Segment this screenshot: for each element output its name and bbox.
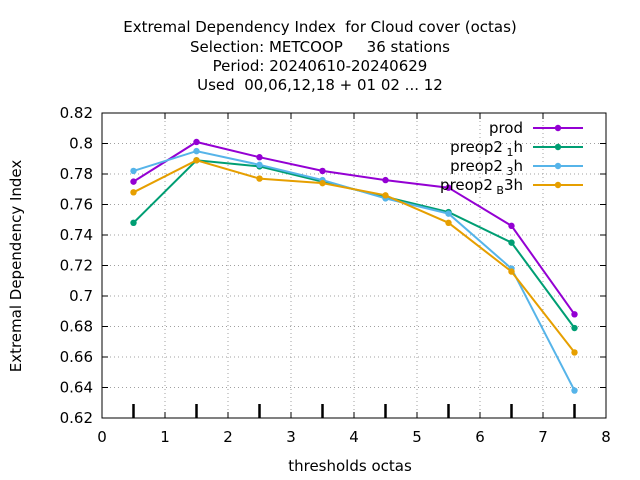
data-point (508, 239, 515, 246)
title-line-1: Extremal Dependency Index for Cloud cove… (123, 18, 517, 36)
data-point (382, 192, 389, 199)
data-point (193, 157, 200, 164)
y-tick-label: 0.78 (60, 165, 93, 183)
title-line-3: Period: 20240610-20240629 (212, 57, 428, 75)
x-tick-label: 3 (286, 428, 296, 446)
x-tick-label: 7 (538, 428, 548, 446)
series-line-3 (133, 159, 576, 354)
series-line-0 (132, 140, 576, 315)
data-point (571, 311, 578, 318)
legend-label-1: preop2 1h (450, 138, 523, 159)
y-tick-label: 0.72 (60, 257, 93, 275)
legend-marker-1 (554, 143, 562, 151)
data-point (256, 161, 263, 169)
data-point (193, 138, 200, 146)
legend-label-0: prod (489, 119, 523, 137)
data-point (571, 324, 578, 332)
data-point (445, 210, 452, 217)
data-point (445, 219, 452, 226)
data-point (130, 167, 137, 175)
y-tick-label: 0.8 (69, 135, 93, 153)
data-point (571, 349, 578, 356)
x-tick-label: 1 (160, 428, 170, 446)
title-line-4: Used 00,06,12,18 + 01 02 ... 12 (197, 76, 443, 94)
title-line-2: Selection: METCOOP 36 stations (190, 38, 450, 56)
data-point (193, 147, 200, 155)
grid (101, 112, 607, 419)
data-point (256, 154, 263, 161)
y-tick-label: 0.82 (60, 104, 93, 122)
data-point (508, 268, 515, 275)
x-tick-label: 5 (412, 428, 422, 446)
x-tick-label: 4 (349, 428, 359, 446)
y-tick-label: 0.74 (60, 226, 93, 244)
y-tick-label: 0.62 (60, 409, 93, 427)
data-point (508, 222, 515, 230)
data-point (256, 175, 263, 182)
y-axis-label: Extremal Dependency Index (7, 160, 25, 373)
axes: 0 1 2 3 4 5 6 7 8 0.62 0.64 0.66 0.68 0.7 0.72 0.74 0.76… (60, 104, 611, 446)
y-tick-label: 0.68 (60, 318, 93, 336)
data-point (130, 178, 137, 185)
data-point (130, 189, 137, 196)
x-tick-label: 0 (97, 428, 107, 446)
data-point (571, 387, 578, 394)
x-tick-label: 6 (475, 428, 485, 446)
y-tick-label: 0.66 (60, 348, 93, 366)
legend-label-3: preop2 B3h (440, 176, 523, 197)
data-point (319, 167, 326, 175)
y-tick-label: 0.64 (60, 379, 93, 397)
legend-marker-2 (554, 162, 562, 170)
data-point (382, 176, 389, 184)
x-axis-label: thresholds octas (288, 457, 412, 475)
data-point (130, 219, 137, 226)
legend-label-2: preop2 3h (450, 157, 523, 178)
data-point (319, 179, 326, 187)
data-point (445, 184, 452, 191)
series-layer (130, 138, 578, 394)
legend-marker-0 (554, 124, 562, 132)
x-tick-label: 2 (223, 428, 233, 446)
y-tick-label: 0.76 (60, 196, 93, 214)
x-tick-label: 8 (601, 428, 611, 446)
legend-marker-3 (554, 181, 562, 189)
y-tick-label: 0.7 (69, 287, 93, 305)
